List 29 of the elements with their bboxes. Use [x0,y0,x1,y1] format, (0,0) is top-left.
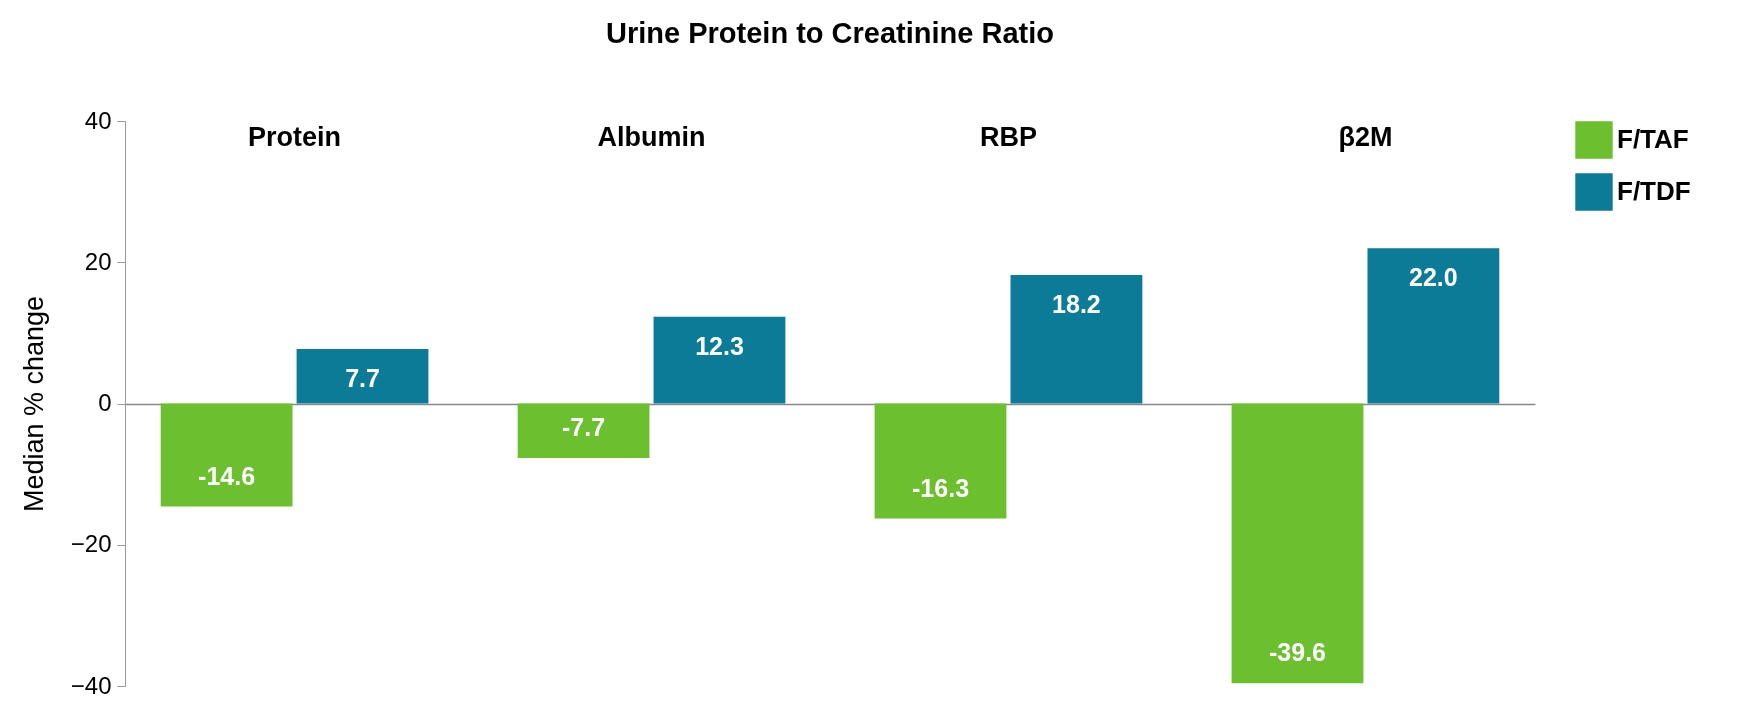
y-tick-label: 40 [84,106,112,134]
bar [1231,403,1364,684]
legend-label: F/TDF [1617,176,1691,206]
y-tick-label: 0 [98,389,112,416]
y-tick-label: 20 [84,247,112,275]
data-label: 22.0 [1409,263,1458,292]
data-label: 12.3 [695,331,744,360]
data-label: 18.2 [1052,289,1101,318]
bar [1367,248,1500,404]
data-label: 7.7 [345,364,380,393]
y-axis-title: Median % change [18,295,49,513]
y-tick-label: −40 [70,671,112,699]
data-label: -16.3 [912,473,970,502]
chart-title: Urine Protein to Creatinine Ratio [606,17,1054,49]
x-tick-label: Albumin [597,121,706,152]
bar [1010,274,1143,404]
x-tick-label: Protein [248,121,342,152]
x-tick-label: β2M [1338,121,1393,152]
bar [517,403,650,458]
data-label: -14.6 [198,461,256,490]
bar [653,316,786,404]
data-label: -39.6 [1269,638,1326,667]
data-label: -7.7 [562,412,606,441]
legend-label: F/TAF [1617,124,1689,154]
bar [874,403,1007,519]
bar [160,403,293,507]
y-tick-label: −20 [70,530,112,558]
bar [296,349,429,404]
x-tick-label: RBP [979,121,1037,152]
